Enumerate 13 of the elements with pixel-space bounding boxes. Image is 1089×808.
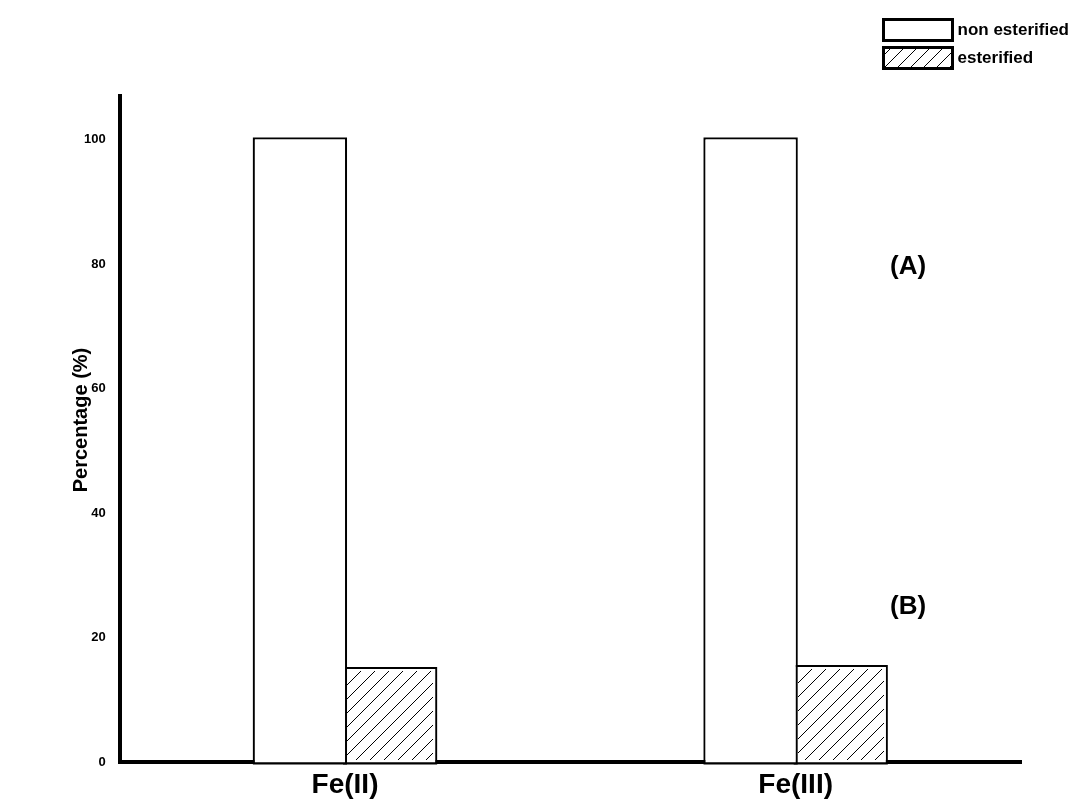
text: esterified <box>957 48 1034 68</box>
text: non esterified <box>957 20 1069 40</box>
annotation: (B) <box>890 590 927 621</box>
y-axis-title: Percentage (%) <box>68 347 92 493</box>
x-tick-label: Fe(II) <box>311 767 379 799</box>
y-tick-label: 100 <box>83 131 106 147</box>
y-tick-label: 60 <box>91 380 106 396</box>
x-tick-label: Fe(III) <box>758 767 834 799</box>
y-tick-label: 40 <box>91 504 106 520</box>
y-tick-label: 80 <box>91 255 106 271</box>
y-tick-label: 20 <box>91 629 106 645</box>
annotation: (A) <box>890 250 927 281</box>
y-tick-label: 0 <box>98 753 106 769</box>
